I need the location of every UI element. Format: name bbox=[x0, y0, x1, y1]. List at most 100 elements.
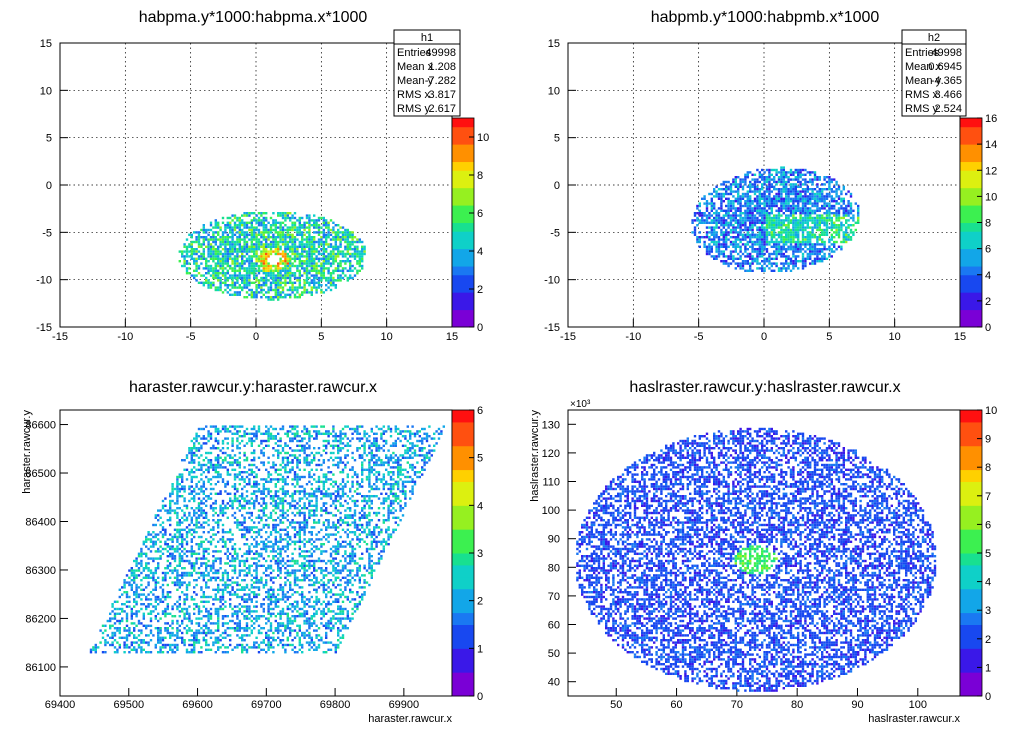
palette-tick-label: 5 bbox=[985, 548, 991, 560]
stats-label: RMS y bbox=[397, 103, 431, 115]
palette-swatch bbox=[960, 553, 982, 566]
palette-swatch bbox=[452, 239, 474, 250]
x-tick-label: 50 bbox=[610, 699, 622, 711]
palette-swatch bbox=[960, 318, 982, 328]
palette-swatch bbox=[960, 266, 982, 276]
stats-label: Mean y bbox=[905, 75, 942, 87]
palette-swatch bbox=[960, 672, 982, 685]
palette-swatch bbox=[960, 564, 982, 578]
heatmap-cells bbox=[576, 427, 937, 692]
palette-swatch bbox=[960, 309, 982, 319]
y-tick-label: 15 bbox=[548, 38, 560, 50]
palette-tick-label: 0 bbox=[477, 691, 483, 703]
y-tick-label: 10 bbox=[548, 85, 560, 97]
heatmap-cells bbox=[89, 425, 445, 654]
x-axis-title: haslraster.rawcur.x bbox=[868, 713, 960, 725]
palette-swatch bbox=[452, 196, 474, 206]
stats-label: Entries bbox=[905, 47, 940, 59]
stats-label: Mean y bbox=[397, 75, 434, 87]
palette-swatch bbox=[452, 118, 474, 128]
palette-tick-label: 2 bbox=[477, 284, 483, 296]
palette-swatch bbox=[452, 318, 474, 328]
y-tick-label: 15 bbox=[40, 38, 52, 50]
stats-value: 1.208 bbox=[428, 61, 456, 73]
stats-value: 2.617 bbox=[428, 103, 456, 115]
palette-tick-label: 14 bbox=[985, 139, 997, 151]
palette-swatch bbox=[452, 152, 474, 163]
stats-value: -7.282 bbox=[425, 75, 456, 87]
y-tick-label: -5 bbox=[42, 227, 52, 239]
palette-swatch bbox=[452, 636, 474, 649]
palette-tick-label: 4 bbox=[985, 577, 991, 589]
palette-swatch bbox=[452, 266, 474, 276]
palette-swatch bbox=[452, 588, 474, 602]
x-tick-label: 69400 bbox=[45, 699, 76, 711]
palette-tick-label: 2 bbox=[477, 596, 483, 608]
palette-swatch bbox=[452, 457, 474, 471]
palette-swatch bbox=[960, 493, 982, 506]
palette-tick-label: 10 bbox=[477, 132, 489, 144]
stats-value: -4.365 bbox=[931, 75, 962, 87]
palette-swatch bbox=[960, 144, 982, 154]
y-tick-label: 0 bbox=[46, 180, 52, 192]
palette-tick-label: 7 bbox=[985, 491, 991, 503]
color-palette: 0 1 2 3 4 5 6 bbox=[451, 405, 483, 703]
palette-swatch bbox=[452, 144, 474, 154]
palette-swatch bbox=[452, 600, 474, 614]
palette-swatch bbox=[452, 541, 474, 554]
plot-title: haraster.rawcur.y:haraster.rawcur.x bbox=[129, 379, 377, 396]
stats-label: Mean x bbox=[397, 61, 434, 73]
y-tick-label: 40 bbox=[548, 677, 560, 689]
palette-tick-label: 2 bbox=[985, 634, 991, 646]
palette-swatch bbox=[960, 624, 982, 637]
palette-swatch bbox=[960, 248, 982, 258]
y-tick-label: 110 bbox=[542, 477, 560, 489]
panel-habpmb: habpmb.y*1000:habpmb.x*1000 -15 -10 -5 0 5 10 1… bbox=[544, 9, 997, 343]
palette-swatch bbox=[452, 410, 474, 423]
palette-swatch bbox=[960, 457, 982, 471]
plot-title: habpma.y*1000:habpma.x*1000 bbox=[139, 9, 368, 26]
x-tick-label: -15 bbox=[52, 331, 68, 343]
color-palette: 0 2 4 6 8 10 12 14 16 bbox=[959, 113, 997, 334]
x-tick-label: 70 bbox=[731, 699, 743, 711]
palette-swatch bbox=[960, 529, 982, 542]
palette-swatch bbox=[452, 648, 474, 661]
palette-tick-label: 10 bbox=[985, 191, 997, 203]
palette-swatch bbox=[452, 612, 474, 625]
y-axis-multiplier: ×10³ bbox=[570, 399, 591, 410]
palette-swatch bbox=[452, 469, 474, 482]
y-tick-label: 120 bbox=[542, 448, 560, 460]
palette-swatch bbox=[960, 231, 982, 241]
panel-haslraster: haslraster.rawcur.y:haslraster.rawcur.x 5… bbox=[529, 379, 997, 725]
palette-swatch bbox=[452, 505, 474, 518]
palette-swatch bbox=[960, 445, 982, 459]
y-tick-label: -5 bbox=[550, 227, 560, 239]
x-tick-label: 10 bbox=[889, 331, 901, 343]
palette-tick-label: 12 bbox=[985, 165, 997, 177]
y-tick-label: 0 bbox=[554, 180, 560, 192]
stats-label: RMS x bbox=[905, 89, 939, 101]
palette-swatch bbox=[960, 222, 982, 232]
palette-swatch bbox=[452, 292, 474, 302]
y-axis-title: haraster.rawcur.y bbox=[21, 410, 33, 494]
palette-tick-label: 1 bbox=[985, 662, 991, 674]
palette-swatch bbox=[452, 187, 474, 197]
plot-title: haslraster.rawcur.y:haslraster.rawcur.x bbox=[629, 379, 900, 396]
color-palette: 0 2 4 6 8 10 bbox=[451, 117, 489, 334]
palette-swatch bbox=[960, 161, 982, 171]
palette-swatch bbox=[960, 648, 982, 661]
y-tick-label: -10 bbox=[36, 275, 52, 287]
x-axis-title: haraster.rawcur.x bbox=[368, 713, 452, 725]
palette-tick-label: 6 bbox=[477, 405, 483, 417]
y-tick-label: 5 bbox=[554, 133, 560, 145]
palette-swatch bbox=[452, 178, 474, 189]
palette-swatch bbox=[452, 481, 474, 494]
palette-swatch bbox=[960, 421, 982, 435]
y-tick-label: 10 bbox=[40, 85, 52, 97]
stats-label: Entries bbox=[397, 47, 432, 59]
color-palette: 0 1 2 3 4 5 6 7 8 9 10 bbox=[959, 405, 997, 703]
palette-swatch bbox=[960, 600, 982, 614]
palette-tick-label: 3 bbox=[985, 605, 991, 617]
palette-swatch bbox=[452, 126, 474, 136]
palette-swatch bbox=[452, 222, 474, 232]
